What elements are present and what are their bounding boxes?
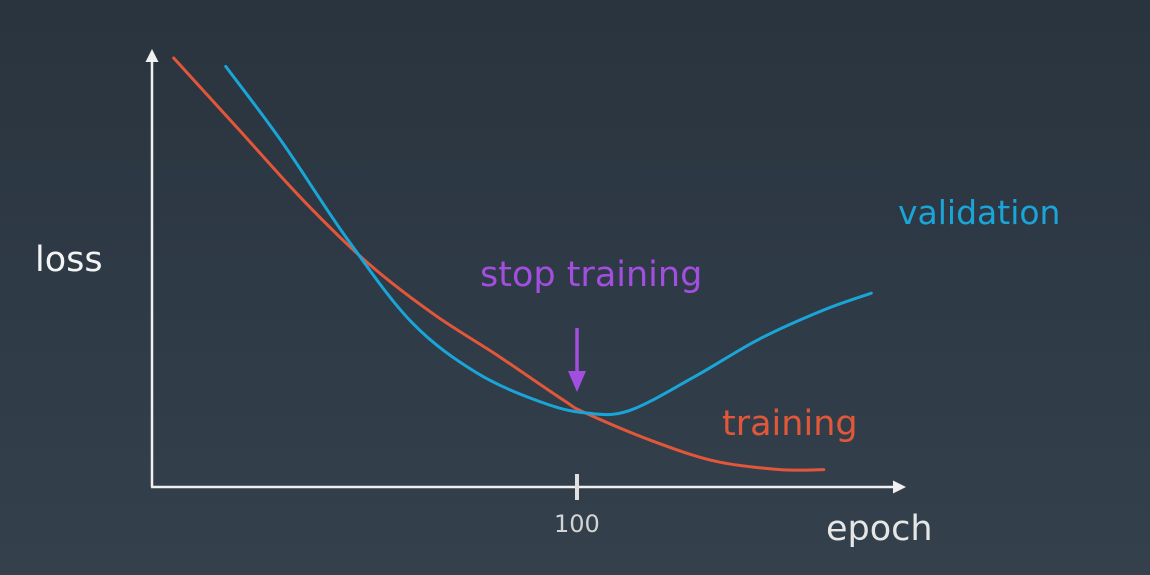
y-axis-arrowhead (145, 49, 159, 62)
validation-curve (224, 64, 873, 417)
x-axis-arrowhead (893, 480, 906, 494)
training-series-label: training (722, 404, 858, 444)
x-tick-label-100: 100 (554, 510, 600, 538)
stop-training-annotation: stop training (480, 255, 703, 295)
stop-training-arrow-head (568, 371, 586, 392)
validation-series-label: validation (898, 193, 1061, 232)
x-axis-label: epoch (826, 509, 933, 549)
training-curve (172, 56, 826, 472)
y-axis-label: loss (35, 240, 103, 280)
